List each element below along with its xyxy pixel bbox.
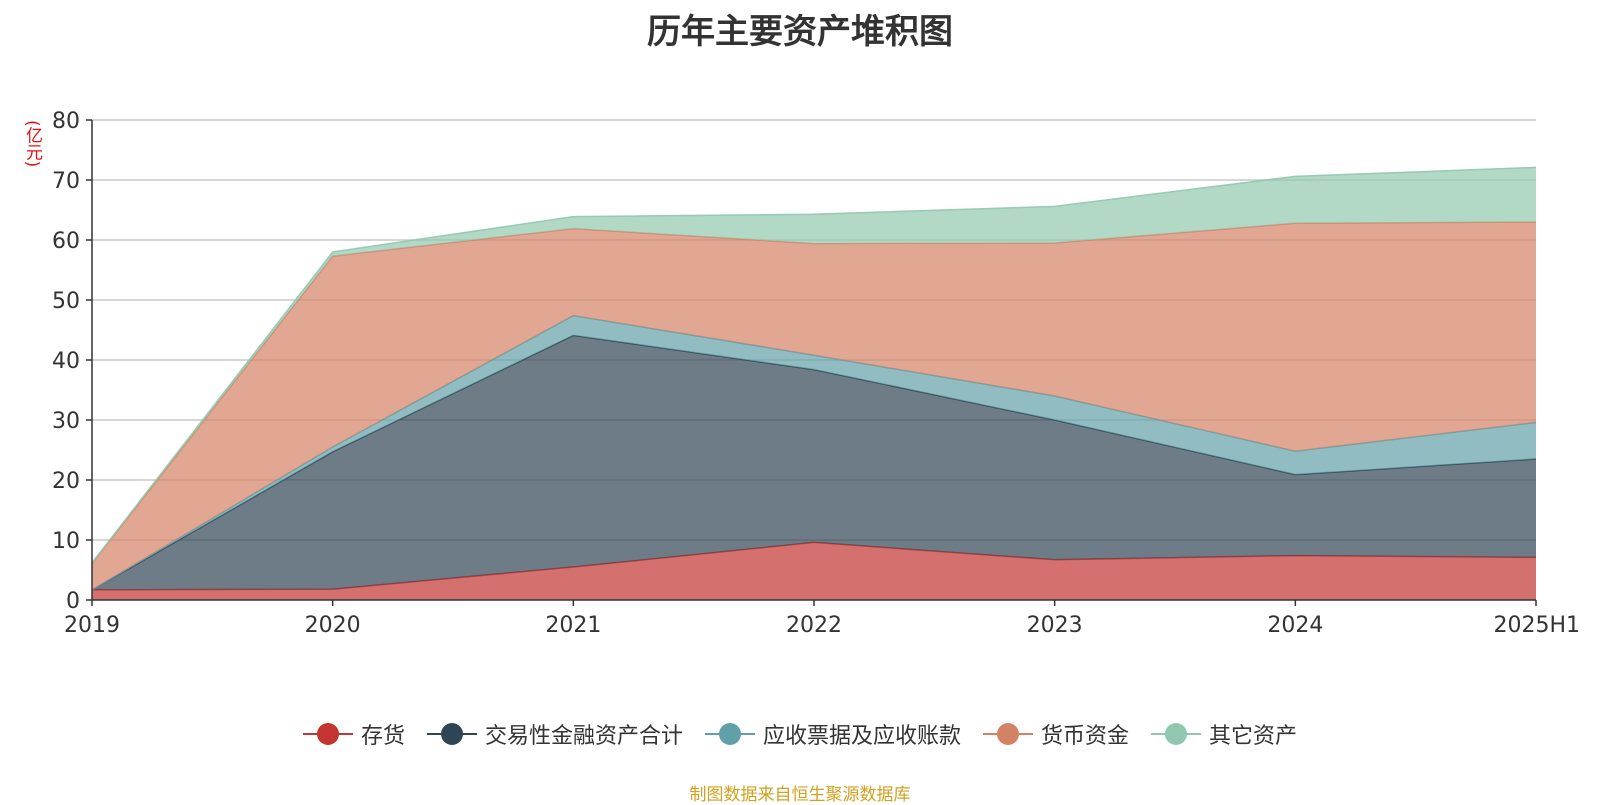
chart-legend: 存货 交易性金融资产合计 应收票据及应收账款 货币资金 其它资产 xyxy=(0,718,1600,750)
area-series-2 xyxy=(92,335,1536,590)
x-tick-label: 2023 xyxy=(1027,613,1083,638)
legend-marker-icon xyxy=(704,723,755,745)
chart-title: 历年主要资产堆积图 xyxy=(647,12,953,52)
y-tick-label: 60 xyxy=(52,229,80,254)
y-tick-label: 40 xyxy=(52,349,80,374)
y-axis-unit-label: (亿元) xyxy=(22,120,42,168)
legend-label: 存货 xyxy=(360,724,405,749)
x-tick-label: 2021 xyxy=(545,613,601,638)
x-tick-label: 2025H1 xyxy=(1493,613,1580,638)
y-tick-label: 20 xyxy=(52,469,80,494)
area-series-4 xyxy=(92,222,1536,590)
x-tick-label: 2024 xyxy=(1267,613,1323,638)
legend-marker-icon xyxy=(302,723,353,745)
legend-label: 交易性金融资产合计 xyxy=(484,724,683,749)
y-tick-label: 70 xyxy=(52,169,80,194)
legend-item-5[interactable]: 其它资产 xyxy=(1151,718,1297,750)
y-tick-label: 50 xyxy=(52,289,80,314)
y-tick-label: 10 xyxy=(52,529,80,554)
area-series-3 xyxy=(92,315,1536,590)
area-series-line-5 xyxy=(91,166,1537,564)
legend-label: 应收票据及应收账款 xyxy=(762,724,961,749)
legend-label: 其它资产 xyxy=(1209,724,1298,749)
legend-marker-icon xyxy=(426,723,477,745)
y-tick-label: 30 xyxy=(52,409,80,434)
x-tick-label: 2019 xyxy=(64,613,120,638)
x-tick-label: 2022 xyxy=(786,613,842,638)
legend-marker-icon xyxy=(983,723,1033,745)
y-tick-label: 0 xyxy=(66,589,80,614)
y-tick-label: 80 xyxy=(52,109,80,134)
x-tick-label: 2020 xyxy=(305,613,361,638)
legend-item-1[interactable]: 存货 xyxy=(302,718,405,750)
legend-item-4[interactable]: 货币资金 xyxy=(983,718,1129,750)
legend-marker-icon xyxy=(1151,723,1202,745)
area-series-5 xyxy=(92,167,1536,564)
data-source-note: 制图数据来自恒生聚源数据库 xyxy=(689,785,911,805)
legend-item-3[interactable]: 应收票据及应收账款 xyxy=(704,718,961,750)
legend-item-2[interactable]: 交易性金融资产合计 xyxy=(426,718,683,750)
legend-label: 货币资金 xyxy=(1041,724,1130,749)
area-series-1 xyxy=(92,542,1536,600)
